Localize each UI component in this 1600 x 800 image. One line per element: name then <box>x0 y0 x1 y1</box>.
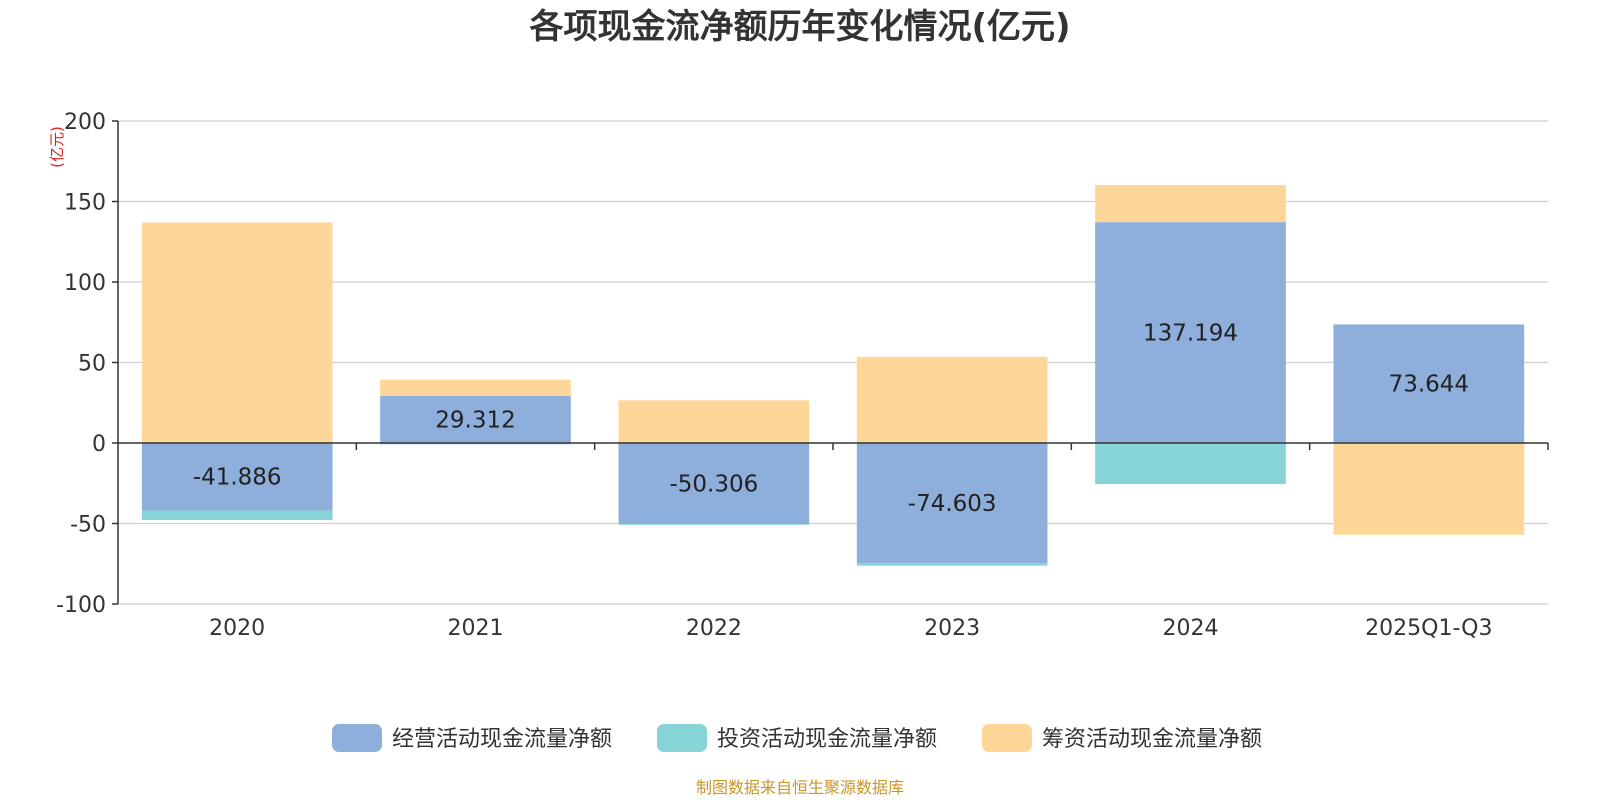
y-tick-label: 200 <box>64 110 106 135</box>
legend-swatch-0 <box>332 724 382 752</box>
bar-series-0 <box>141 443 333 511</box>
bar-series-1 <box>141 510 333 521</box>
bar-series-1 <box>856 563 1048 566</box>
legend-swatch-2 <box>982 724 1032 752</box>
bar-series-0 <box>380 395 571 443</box>
bar-series-0 <box>856 443 1048 564</box>
x-tick-label: 2020 <box>209 616 265 641</box>
legend-label-0: 经营活动现金流量净额 <box>392 727 612 752</box>
bar-layer <box>141 185 1525 566</box>
y-tick-label: 0 <box>92 432 106 457</box>
label-layer: -41.886 29.312 -50.306 -74.603 137.194 73.644 <box>193 321 1469 517</box>
data-label: 73.644 <box>1389 372 1469 398</box>
chart-title: 各项现金流净额历年变化情况(亿元) <box>529 7 1070 47</box>
data-label: -50.306 <box>669 471 758 497</box>
grid-layer <box>118 120 1548 605</box>
y-tick-label: 50 <box>78 352 106 377</box>
y-tick-label: 100 <box>64 271 106 296</box>
data-label: -41.886 <box>193 465 282 491</box>
x-tick-label: 2023 <box>924 616 980 641</box>
bar-series-1 <box>1095 443 1286 485</box>
bar-series-2 <box>1333 443 1525 535</box>
bar-series-0 <box>618 443 810 524</box>
bar-series-1 <box>618 523 810 525</box>
x-tick-label: 2022 <box>686 616 742 641</box>
x-tick-label: 2025Q1-Q3 <box>1365 616 1492 641</box>
bar-series-0 <box>1333 324 1525 443</box>
bar-series-2 <box>618 400 810 443</box>
y-tick-label: -100 <box>56 593 106 618</box>
x-tick-label: 2024 <box>1163 616 1219 641</box>
legend: 经营活动现金流量净额 投资活动现金流量净额 筹资活动现金流量净额 <box>332 724 1262 752</box>
legend-label-1: 投资活动现金流量净额 <box>717 727 937 752</box>
bar-series-2 <box>1095 185 1286 223</box>
bar-series-0 <box>1095 222 1286 443</box>
data-label: 29.312 <box>435 407 515 433</box>
legend-swatch-1 <box>657 724 707 752</box>
axis-layer: -100 -50 0 50 100 150 200 2020 2021 2022 2023 2024 2… <box>56 110 1549 641</box>
y-tick-label: 150 <box>64 191 106 216</box>
x-tick-label: 2021 <box>448 616 504 641</box>
bar-series-2 <box>856 356 1048 443</box>
data-label: 137.194 <box>1143 321 1238 347</box>
data-label: -74.603 <box>908 491 997 517</box>
legend-label-2: 筹资活动现金流量净额 <box>1042 727 1262 752</box>
bar-series-2 <box>141 222 333 443</box>
y-tick-label: -50 <box>70 513 106 538</box>
bar-series-2 <box>380 379 571 396</box>
y-axis-unit: (亿元) <box>48 126 66 168</box>
source-note: 制图数据来自恒生聚源数据库 <box>696 778 904 797</box>
